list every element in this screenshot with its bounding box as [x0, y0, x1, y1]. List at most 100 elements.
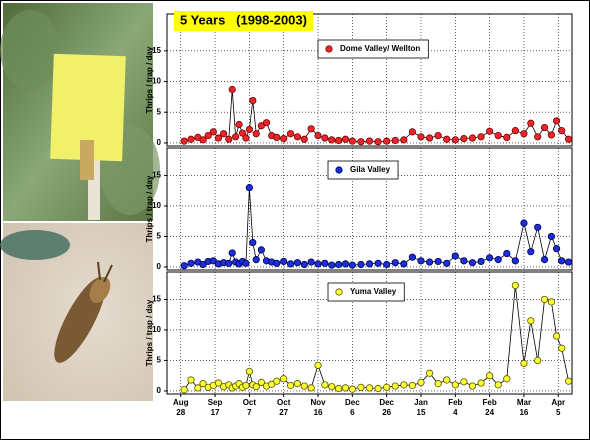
data-point — [307, 258, 315, 266]
data-point — [280, 257, 288, 266]
data-point — [400, 260, 408, 268]
data-point — [335, 260, 343, 269]
y-tick-label: 5 — [157, 356, 162, 365]
data-point — [293, 133, 302, 141]
x-tick-label: Nov 16 — [310, 398, 326, 417]
data-point — [242, 381, 250, 390]
data-point — [314, 131, 322, 140]
x-tick-label-line: 16 — [519, 408, 528, 417]
data-point — [280, 375, 288, 383]
data-point — [245, 184, 253, 192]
data-point — [209, 128, 217, 136]
data-point — [520, 219, 528, 227]
data-point — [357, 260, 365, 269]
x-tick-label-line: Dec — [379, 398, 394, 407]
data-point — [443, 376, 451, 384]
y-tick-label: 15 — [152, 171, 161, 180]
x-tick-label-line: 7 — [247, 408, 252, 417]
x-tick-label: Feb 24 — [483, 398, 497, 417]
data-point — [383, 137, 391, 145]
data-point — [558, 257, 566, 265]
data-point — [511, 127, 519, 135]
x-tick-label-line: 28 — [176, 408, 185, 417]
data-point — [477, 379, 485, 387]
data-point — [434, 131, 442, 140]
data-point — [383, 260, 391, 269]
data-point — [280, 135, 288, 143]
data-point — [252, 383, 260, 391]
data-point — [245, 367, 253, 376]
data-point — [242, 259, 250, 267]
data-point — [357, 138, 365, 146]
x-tick-label-line: Oct — [277, 398, 291, 407]
data-point — [268, 380, 276, 388]
data-point — [245, 125, 253, 134]
x-tick-label-line: Aug — [173, 398, 189, 407]
y-tick-label: 15 — [152, 295, 161, 304]
data-point — [434, 380, 442, 388]
data-point — [194, 384, 202, 392]
data-point — [443, 259, 451, 267]
data-point — [341, 135, 350, 143]
data-point — [199, 136, 207, 144]
y-axis-label: Thrips / trap / day — [145, 299, 154, 366]
data-point — [408, 253, 417, 261]
data-point — [451, 381, 459, 389]
data-point — [328, 136, 336, 144]
chart-title: 5 Years (1998-2003) — [180, 12, 307, 27]
data-point — [374, 384, 382, 393]
plot-area — [166, 13, 573, 147]
data-point — [273, 133, 281, 142]
data-point — [357, 383, 365, 391]
data-point — [257, 122, 265, 130]
data-point — [348, 385, 356, 393]
data-point — [552, 117, 561, 125]
data-point — [540, 256, 549, 264]
legend-label: Yuma Valley — [350, 287, 397, 296]
data-point — [540, 295, 549, 304]
data-point — [477, 133, 485, 141]
x-tick-label-line: 5 — [556, 408, 561, 417]
x-tick-label-line: 6 — [350, 408, 355, 417]
y-tick-label: 0 — [157, 138, 162, 147]
data-point — [417, 378, 425, 387]
data-point — [417, 257, 425, 265]
data-point — [249, 238, 257, 247]
data-point — [534, 133, 542, 141]
x-tick-label: Oct 27 — [277, 398, 291, 417]
data-point — [232, 133, 240, 141]
x-tick-label-line: Nov — [310, 398, 326, 407]
legend-box — [317, 39, 429, 59]
data-point — [460, 257, 468, 265]
data-point — [460, 135, 468, 143]
data-point — [321, 259, 329, 267]
x-tick-label: Jan 15 — [414, 398, 428, 417]
x-tick-label-line: 16 — [314, 408, 323, 417]
data-point — [564, 135, 573, 143]
data-point — [214, 134, 223, 142]
data-point — [417, 133, 425, 141]
data-point — [249, 96, 257, 105]
data-point — [486, 254, 494, 262]
data-point — [314, 260, 322, 268]
data-point — [547, 298, 556, 306]
y-tick-label: 0 — [157, 386, 162, 395]
data-point — [314, 361, 322, 369]
data-point — [503, 133, 511, 142]
data-point — [187, 135, 195, 143]
data-point — [365, 260, 374, 268]
data-point — [527, 317, 535, 325]
x-tick-label-line: 4 — [453, 408, 458, 417]
x-tick-label: Apr 5 — [551, 398, 565, 417]
x-tick-label: Sep 17 — [208, 398, 223, 417]
data-point — [503, 375, 511, 383]
data-point — [220, 130, 228, 138]
y-tick-label: 5 — [157, 107, 162, 116]
data-point — [273, 259, 281, 267]
data-point — [547, 131, 556, 139]
data-point — [187, 259, 195, 267]
x-tick-label-line: Jan — [414, 398, 428, 407]
data-point — [293, 259, 302, 267]
data-point — [400, 381, 408, 389]
x-tick-label-line: 26 — [382, 408, 391, 417]
